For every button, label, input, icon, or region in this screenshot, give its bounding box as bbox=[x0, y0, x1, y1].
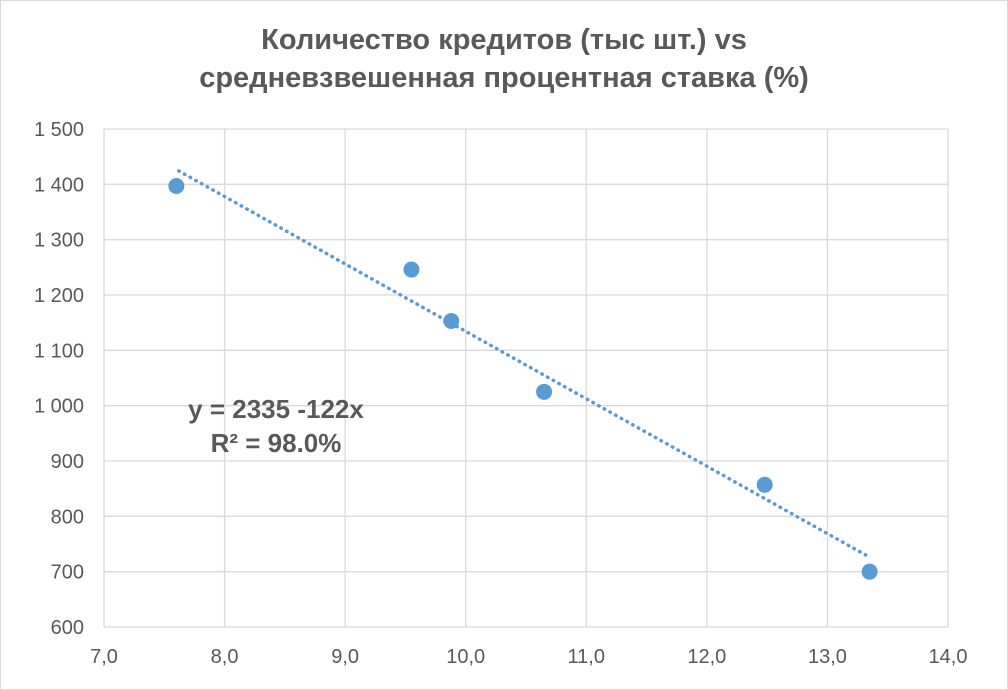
y-axis-ticks: 600 700 800 900 1 000 1 100 1 200 1 300 1 400 1 5… bbox=[34, 119, 84, 639]
x-tick-label: 11,0 bbox=[568, 646, 605, 668]
data-point-4 bbox=[756, 476, 773, 493]
x-tick-label: 13,0 bbox=[808, 646, 847, 668]
x-tick-label: 12,0 bbox=[687, 646, 726, 668]
data-point-5 bbox=[861, 563, 878, 580]
trendline-group bbox=[177, 169, 872, 559]
regression-equation: y = 2335 -122x bbox=[188, 394, 364, 424]
y-tick-label: 1 000 bbox=[34, 396, 84, 418]
data-point-2 bbox=[443, 313, 460, 330]
data-points bbox=[168, 177, 878, 580]
x-tick-label: 8,0 bbox=[211, 646, 239, 668]
annotations: y = 2335 -122x R² = 98.0% bbox=[188, 394, 364, 458]
y-tick-label: 600 bbox=[51, 617, 84, 639]
y-tick-label: 1 300 bbox=[34, 230, 84, 252]
y-tick-label: 1 400 bbox=[34, 174, 84, 196]
data-point-3 bbox=[536, 383, 553, 400]
y-tick-label: 700 bbox=[51, 562, 84, 584]
chart-title-line-1: Количество кредитов (тыс шт.) vs bbox=[261, 24, 747, 56]
data-point-1 bbox=[403, 261, 420, 278]
y-tick-label: 900 bbox=[51, 451, 84, 473]
r-squared-label: R² = 98.0% bbox=[211, 428, 342, 458]
y-tick-label: 1 200 bbox=[34, 285, 84, 307]
x-tick-label: 7,0 bbox=[90, 646, 118, 668]
y-tick-label: 1 500 bbox=[34, 119, 84, 141]
data-point-0 bbox=[168, 177, 185, 194]
x-tick-label: 10,0 bbox=[446, 646, 485, 668]
gridlines bbox=[103, 128, 949, 628]
trendline bbox=[177, 169, 872, 559]
x-tick-label: 14,0 bbox=[929, 646, 968, 668]
chart-title-line-2: средневзвешенная процентная ставка (%) bbox=[199, 62, 809, 94]
chart-title: Количество кредитов (тыс шт.) vs среднев… bbox=[1, 21, 1007, 97]
x-axis-ticks: 7,0 8,0 9,0 10,0 11,0 12,0 13,0 14,0 bbox=[90, 646, 967, 668]
y-tick-label: 1 100 bbox=[34, 340, 84, 362]
y-tick-label: 800 bbox=[51, 506, 84, 528]
x-tick-label: 9,0 bbox=[331, 646, 359, 668]
